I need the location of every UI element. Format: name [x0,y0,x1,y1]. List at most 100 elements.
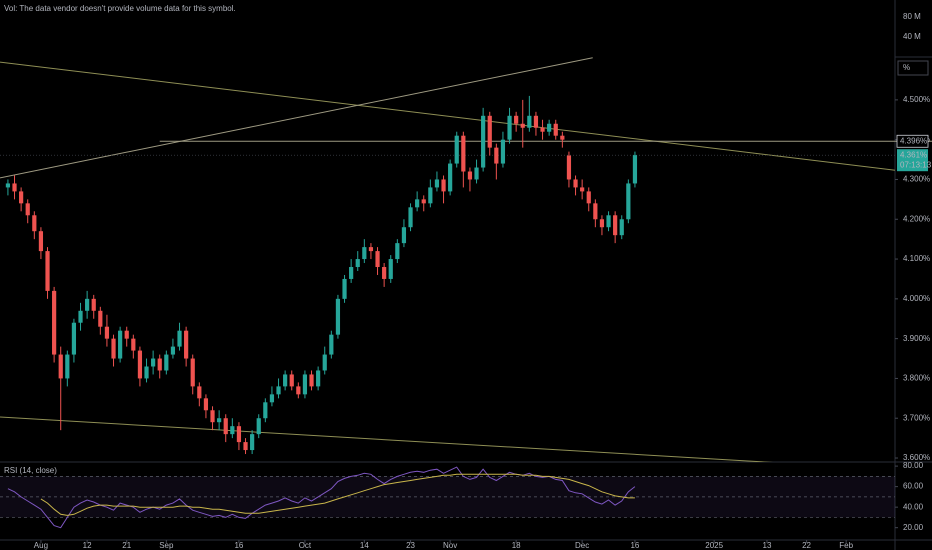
candle-body [547,123,552,132]
price-label-box [896,134,929,148]
candle-body [507,115,512,140]
candle-body [190,358,195,387]
axes: 80 M 40 M 3.600% 3.700% 3.800% 3.900% 4.000% 4.… [34,12,932,550]
candle-body [131,338,136,351]
candle-body [593,203,598,220]
candle-body [349,267,354,279]
volume-tick-label: 40 M [903,32,921,41]
candle-body [197,386,202,399]
candle-body [12,183,17,192]
volume-note: Vol: The data vendor doesn't provide vol… [4,4,236,13]
candle-body [613,215,618,236]
candle-body [401,227,407,244]
candle-body [388,259,393,279]
trendline [0,57,593,179]
candle-body [599,219,605,228]
x-tick-label: Dec [575,541,589,550]
candle-body [170,346,176,355]
candle-body [5,183,11,188]
candle-body [223,418,228,435]
candle-body [329,334,334,355]
candle-body [580,187,585,192]
x-tick-label: 14 [360,541,369,550]
y-tick-label: 4.200% [903,214,930,223]
x-tick-label: 21 [122,541,131,550]
candle-body [250,434,255,451]
x-tick-label: 16 [234,541,243,550]
candle-body [217,418,222,423]
rsi-line [40,473,635,516]
candle-body [296,386,301,395]
candle-body [514,115,519,124]
candle-body [276,386,281,395]
x-tick-label: 18 [512,541,521,550]
x-tick-label: 23 [406,541,415,550]
y-tick-label: 4.500% [903,95,930,104]
candle-body [586,191,591,204]
candle-body [263,402,268,419]
candle-body [322,354,327,371]
x-tick-label: 22 [802,541,811,550]
x-tick-label: 16 [630,541,639,550]
candle-body [467,171,473,180]
y-tick-label: 4.300% [903,175,930,184]
candle-body [32,215,37,232]
candle-body [316,370,321,387]
candle-body [474,167,479,180]
candle-body [309,374,314,387]
candle-body [19,191,24,204]
unit-label[interactable]: % [903,63,910,72]
price-label: 4.396% [900,136,927,145]
candle-body [540,127,545,132]
candle-body [104,326,110,339]
candle-body [494,147,499,164]
candle-body [256,418,261,435]
x-tick-label: 12 [83,541,92,550]
candle-body [461,135,466,172]
candle-body [395,243,400,260]
y-tick-label: 80.00 [903,461,924,470]
last-price-box [897,149,928,172]
candle-body [65,354,70,379]
candle-body [243,442,248,451]
candle-body [441,179,446,192]
candle-body [481,115,486,168]
volume-tick-label: 80 M [903,12,921,21]
candle-body [382,267,387,279]
candle-body [487,115,492,148]
x-tick-label: Aug [34,541,48,550]
unit-box[interactable] [897,60,929,76]
y-tick-label: 3.800% [903,374,930,383]
candle-body [500,139,506,164]
last-price-label: 4.361% [900,150,927,159]
x-tick-label: 2025 [705,541,723,550]
y-tick-label: 40.00 [903,502,924,511]
candle-body [58,354,63,379]
candle-body [45,251,50,291]
candle-body [448,163,453,192]
candle-body [626,183,631,220]
candle-body [520,123,525,128]
price-pane [0,57,895,462]
candle-body [434,179,440,188]
candle-body [25,203,30,216]
candle-body [560,135,565,140]
y-tick-label: 3.700% [903,413,930,422]
x-tick-label: Oct [299,541,312,550]
candle-body [151,358,156,367]
rsi-title: RSI (14, close) [4,466,57,475]
candle-body [566,155,572,180]
y-tick-label: 4.000% [903,294,930,303]
candle-body [91,298,96,311]
y-tick-label: 4.100% [903,254,930,263]
candle-body [71,322,77,355]
candle-body [632,155,638,184]
candle-body [335,298,341,335]
candle-body [177,330,182,347]
x-tick-label: Nov [443,541,457,550]
y-tick-label: 3.600% [903,453,930,462]
candle-body [289,374,294,387]
candle-body [428,187,433,204]
candle-body [355,259,360,268]
